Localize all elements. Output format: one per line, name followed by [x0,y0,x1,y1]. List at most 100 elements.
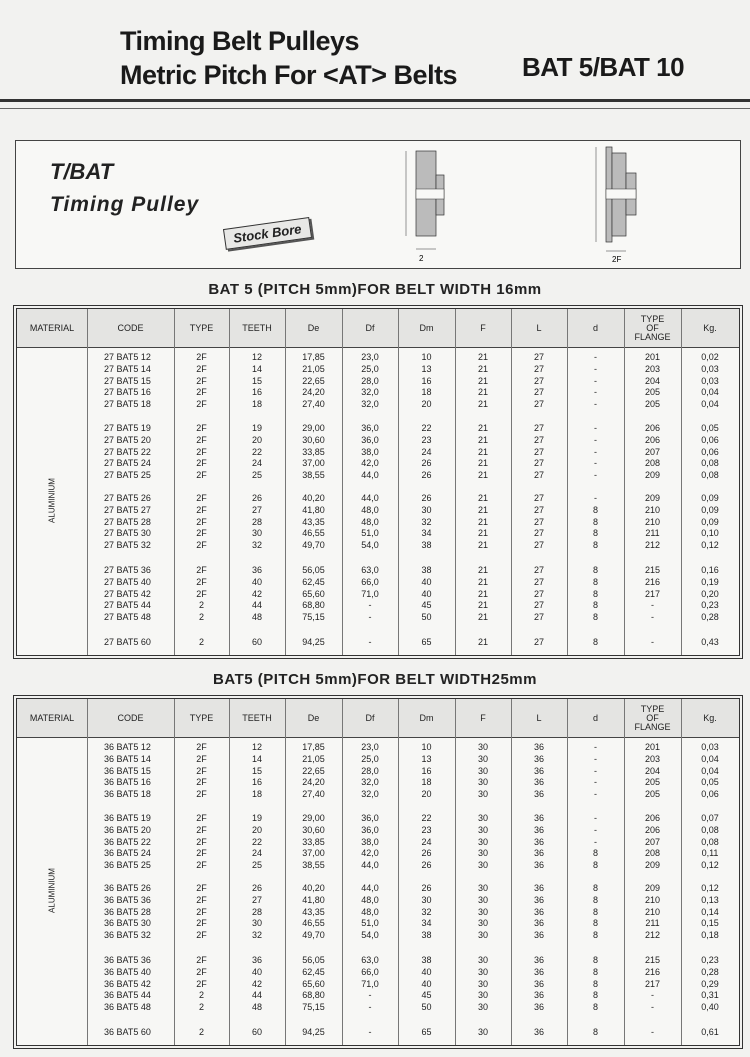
table-cell: 28 [251,906,262,917]
table-cell: 24 [251,848,262,859]
table-cell: 41,80 [302,894,325,905]
table-cell: 2F [196,423,207,433]
table-cell: 30 [477,742,488,752]
table-cell: 0,15 [701,918,719,929]
table-cell: 36 [533,1027,544,1037]
table-cell: 22 [251,836,262,847]
table-cell: 2F [196,458,207,469]
table-cell: 2F [196,375,207,386]
table-cell: 94,25 [302,637,325,647]
table-cell: - [368,1002,372,1013]
table-cell: 27 BAT5 32 [104,540,151,551]
table-cell: 36 BAT5 30 [104,918,151,929]
column-line [455,699,456,1045]
table-cell: 8 [592,848,598,859]
table-cell: 41,80 [302,504,325,515]
table-cell: 27 [533,423,544,433]
table-cell: 40 [421,588,432,599]
table-cell: 21 [477,446,488,457]
table-cell: 36 [533,742,544,752]
table-cell: 27 [251,504,262,515]
table-cell: 0,08 [701,824,719,835]
table-cell: 36 [533,860,544,871]
table-cell: 27 BAT5 60 [104,637,151,647]
table-cell: 33,85 [302,836,325,847]
table-cell: 210 [644,894,661,905]
table-cell: 38,0 [361,446,379,457]
column-line [624,699,625,1045]
table-cell: - [651,1002,654,1013]
table-cell: 2F [196,824,207,835]
column-header: Dm [419,322,434,333]
table-cell: 33,85 [302,446,325,457]
table-cell: 2 [198,612,204,623]
table-cell: 36 [533,883,544,893]
table-cell: 206 [644,813,661,823]
table-cell: 26 [421,458,432,469]
table-cell: 36 BAT5 40 [104,966,151,977]
table-cell: 36,0 [361,434,379,445]
column-header: F [480,322,486,333]
table-cell: 27 BAT5 44 [104,600,151,611]
table-cell: 30 [477,966,488,977]
table-cell: 22 [251,446,262,457]
table-cell: 0,12 [701,883,719,893]
column-line [567,699,568,1045]
table-cell: 56,05 [302,565,325,575]
table-cell: 21 [477,493,488,503]
table-cell: 2F [196,978,207,989]
table-cell: 44 [251,990,262,1001]
table-cell: 25 [251,860,262,871]
header-row [17,309,739,348]
table-cell: 2F [196,516,207,527]
table-cell: 201 [644,352,661,362]
badge: Stock Bore [222,217,312,250]
table-cell: 21 [477,565,488,575]
table-cell: 32,0 [361,399,379,410]
table-cell: 23 [421,434,432,445]
table-cell: 45 [421,990,432,1001]
table-cell: - [651,600,654,611]
table-cell: 201 [644,742,661,752]
table-cell: 21 [477,387,488,398]
table-cell: - [594,789,597,800]
table-cell: 66,0 [361,576,379,587]
table-cell: 38,55 [302,860,325,871]
table-cell: 36 BAT5 36 [104,955,151,965]
table-cell: 30 [477,765,488,776]
table-cell: 217 [644,588,661,599]
column-header: TYPE OF FLANGE [634,703,671,732]
table-cell: 36 [533,978,544,989]
table-cell: 8 [592,637,598,647]
column-header: d [592,322,598,333]
column-header: Dm [419,712,434,723]
table-cell: 22,65 [302,765,325,776]
table-cell: 27 BAT5 36 [104,565,151,575]
table-cell: 38 [421,930,432,941]
column-header: TYPE [189,322,214,333]
table-cell: 19 [251,423,262,433]
table-cell: 36 BAT5 19 [104,813,151,823]
table-cell: 0,06 [701,446,719,457]
table-cell: 21 [477,637,488,647]
table-cell: 2F [196,894,207,905]
table-cell: 0,02 [701,352,719,362]
table-cell: 0,08 [701,470,719,481]
table-cell: 27 BAT5 40 [104,576,151,587]
table-cell: 205 [644,387,661,398]
table-cell: 19 [251,813,262,823]
column-line [398,309,399,655]
table-cell: 75,15 [302,1002,325,1013]
table-cell: 36 BAT5 26 [104,883,151,893]
table-cell: 16 [421,765,432,776]
table-cell: 27 [533,528,544,539]
table-cell: 26 [421,883,432,893]
table-cell: 0,04 [701,765,719,776]
table-cell: 36 BAT5 28 [104,906,151,917]
table-cell: 8 [592,883,598,893]
table-cell: 206 [644,423,661,433]
table-cell: 8 [592,918,598,929]
table-cell: 36 [533,918,544,929]
table-cell: 209 [644,860,661,871]
